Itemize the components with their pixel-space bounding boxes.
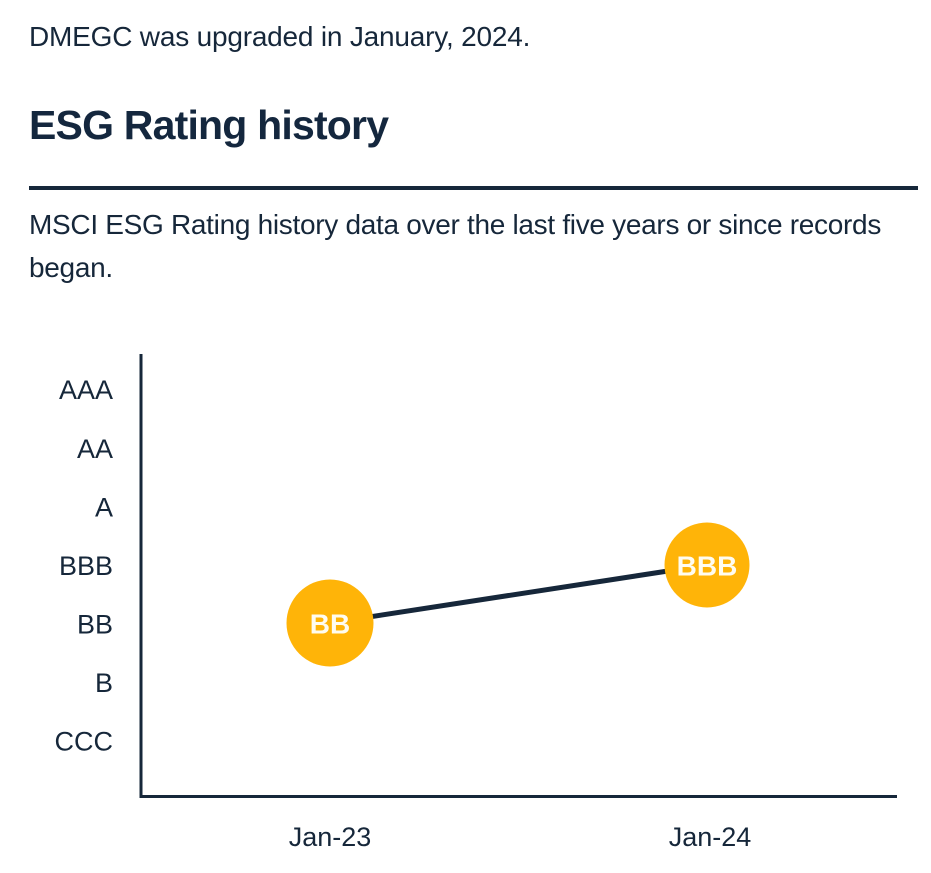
x-tick-jan-24: Jan-24 (669, 822, 752, 852)
y-tick-aa: AA (77, 434, 113, 464)
page-title: ESG Rating history (29, 102, 389, 148)
heading-divider (29, 186, 918, 190)
chart-axes (139, 354, 897, 798)
rating-point-circle-bbb (664, 522, 750, 608)
rating-point-jan-24: BBB (664, 522, 750, 608)
rating-point-label-bbb: BBB (677, 551, 738, 582)
chart-description: MSCI ESG Rating history data over the la… (29, 209, 882, 283)
y-tick-bbb: BBB (59, 551, 113, 581)
y-tick-aaa: AAA (59, 375, 113, 405)
y-tick-ccc: CCC (55, 727, 114, 757)
rating-point-circle-bb (286, 579, 374, 667)
rating-trend-line (327, 562, 710, 626)
rating-point-jan-23: BB (286, 579, 374, 667)
x-tick-jan-23: Jan-23 (289, 822, 372, 852)
upgrade-note: DMEGC was upgraded in January, 2024. (29, 21, 531, 52)
y-tick-bb: BB (77, 610, 113, 640)
y-tick-a: A (95, 493, 113, 523)
y-tick-b: B (95, 668, 113, 698)
rating-point-label-bb: BB (310, 609, 350, 640)
